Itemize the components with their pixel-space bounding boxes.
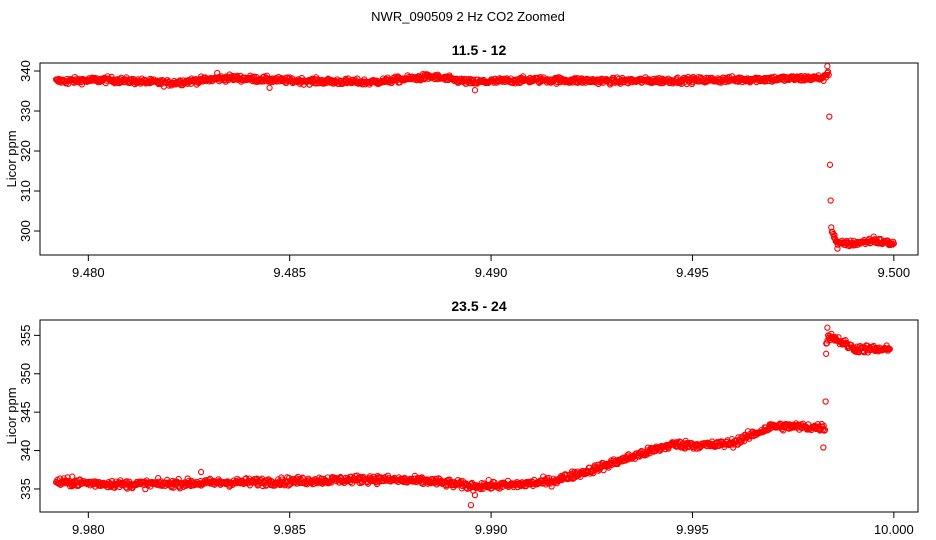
data-point: [826, 161, 834, 168]
y-tick-label: 335: [18, 478, 33, 500]
x-tick-label: 9.490: [475, 265, 508, 280]
data-point: [823, 339, 831, 347]
x-tick-label: 9.980: [72, 522, 105, 537]
y-axis: 335 340 345 350 355: [18, 325, 40, 500]
data-point: [831, 231, 838, 239]
data-point: [214, 69, 221, 77]
data-point: [842, 337, 849, 344]
data-point: [821, 426, 829, 434]
panel-top: 11.5 - 12 9.480 9.485 9.490 9.495 9.500 300 310…: [4, 42, 919, 280]
data-point: [590, 470, 597, 477]
x-tick-label: 9.995: [676, 522, 709, 537]
data-point: [467, 501, 475, 509]
figure-title: NWR_090509 2 Hz CO2 Zoomed: [371, 9, 565, 24]
y-tick-label: 320: [18, 140, 33, 162]
data-point: [820, 444, 827, 451]
panel-bottom: 23.5 - 24 9.980 9.985 9.990 9.995 10.000 335 34…: [4, 298, 919, 537]
x-tick-label: 9.485: [273, 265, 306, 280]
data-point: [890, 240, 897, 247]
data-point: [886, 345, 893, 353]
data-point: [822, 398, 829, 405]
data-point: [344, 79, 351, 86]
data-point: [870, 233, 877, 240]
y-axis: 300 310 320 330 340: [18, 60, 40, 242]
y-tick-label: 355: [18, 325, 33, 347]
data-point: [730, 444, 737, 451]
x-tick-label: 10.000: [874, 522, 914, 537]
y-tick-label: 350: [18, 363, 33, 385]
data-point: [568, 468, 576, 475]
data-point: [471, 491, 479, 499]
data-point: [824, 324, 831, 331]
y-axis-label: Licor ppm: [4, 130, 19, 187]
x-tick-label: 9.985: [273, 522, 306, 537]
scatter-points: [52, 324, 893, 509]
plot-frame: [39, 62, 919, 256]
data-point: [827, 197, 834, 204]
y-axis-label: Licor ppm: [4, 387, 19, 444]
x-tick-label: 9.495: [676, 265, 709, 280]
data-point: [823, 350, 830, 357]
data-point: [540, 473, 547, 480]
x-axis: 9.980 9.985 9.990 9.995 10.000: [72, 512, 914, 537]
data-point: [108, 477, 116, 485]
data-point: [826, 113, 833, 120]
data-point: [65, 80, 72, 87]
y-tick-label: 330: [18, 100, 33, 122]
x-axis: 9.480 9.485 9.490 9.495 9.500: [72, 255, 910, 280]
data-point: [471, 87, 479, 94]
data-point: [821, 427, 828, 434]
data-point: [577, 473, 584, 480]
data-point: [266, 84, 273, 91]
panel-title: 11.5 - 12: [452, 42, 507, 58]
data-point: [197, 468, 205, 476]
data-point: [825, 71, 832, 79]
y-tick-label: 340: [18, 440, 33, 462]
plot-frame: [39, 319, 919, 513]
y-tick-label: 345: [18, 401, 33, 423]
data-point: [398, 475, 406, 482]
data-point: [69, 473, 76, 480]
x-tick-label: 9.500: [878, 265, 911, 280]
scatter-points: [52, 63, 897, 252]
data-point: [824, 63, 831, 70]
y-tick-label: 310: [18, 180, 33, 202]
x-tick-label: 9.990: [475, 522, 508, 537]
y-tick-label: 340: [18, 60, 33, 82]
x-tick-label: 9.480: [72, 265, 105, 280]
panel-title: 23.5 - 24: [451, 298, 506, 314]
data-point: [834, 245, 841, 252]
y-tick-label: 300: [18, 220, 33, 242]
data-point: [889, 241, 896, 248]
